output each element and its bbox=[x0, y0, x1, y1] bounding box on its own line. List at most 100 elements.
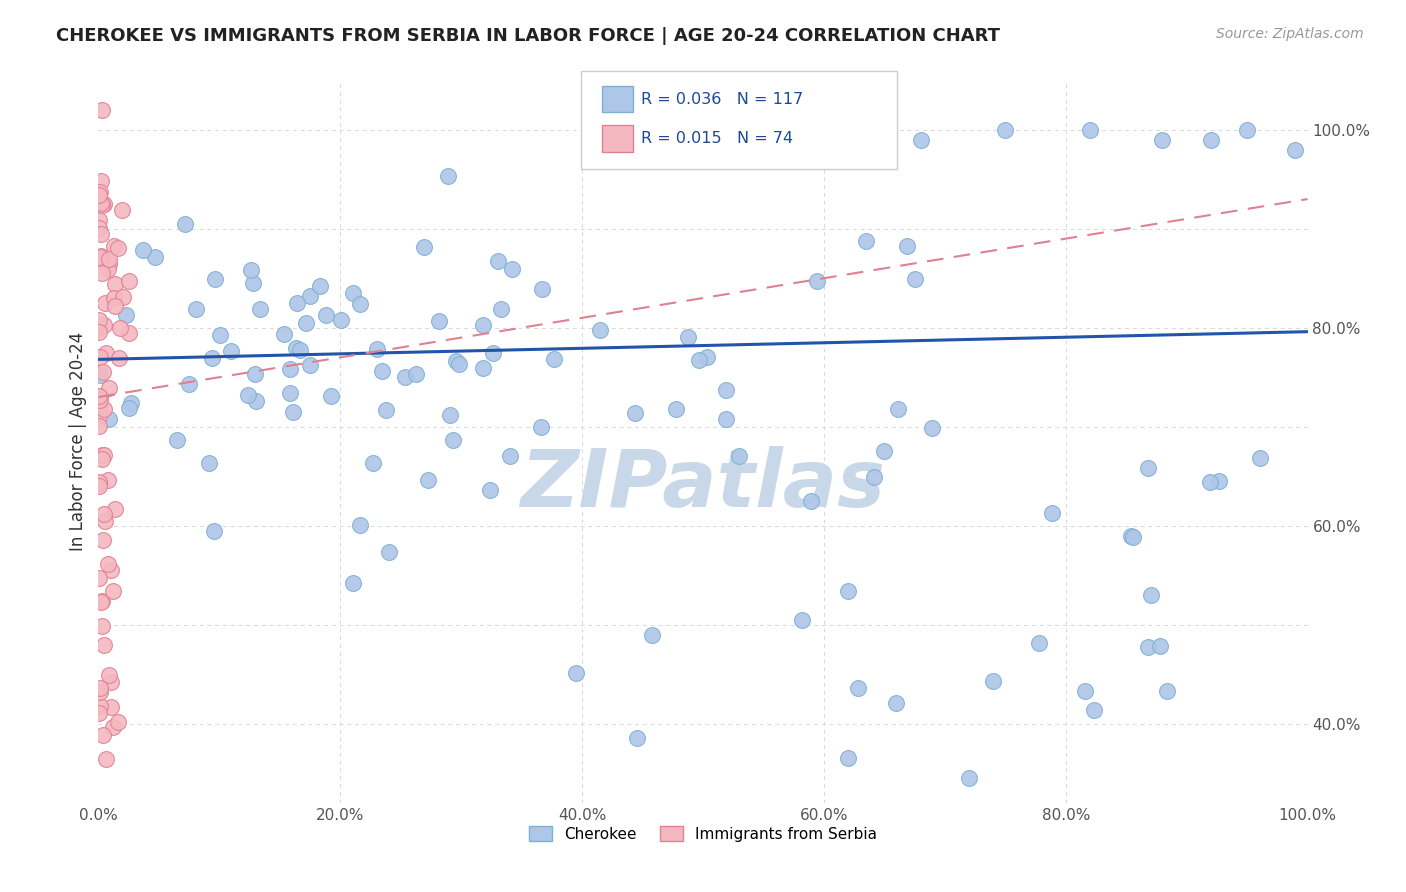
Point bbox=[714, 383, 737, 397]
Point bbox=[884, 696, 907, 710]
Point bbox=[1199, 475, 1222, 489]
Point bbox=[281, 405, 304, 419]
Point bbox=[236, 387, 259, 401]
Text: CHEROKEE VS IMMIGRANTS FROM SERBIA IN LABOR FORCE | AGE 20-24 CORRELATION CHART: CHEROKEE VS IMMIGRANTS FROM SERBIA IN LA… bbox=[56, 27, 1000, 45]
Point bbox=[243, 367, 266, 381]
Point bbox=[249, 301, 271, 316]
Point bbox=[287, 296, 309, 310]
Point bbox=[100, 700, 122, 714]
Point bbox=[89, 186, 111, 200]
Point bbox=[90, 227, 112, 241]
Text: Source: ZipAtlas.com: Source: ZipAtlas.com bbox=[1216, 27, 1364, 41]
Point bbox=[1078, 122, 1101, 136]
Point bbox=[97, 381, 120, 395]
Point bbox=[1074, 684, 1097, 698]
Point bbox=[108, 321, 131, 335]
Point bbox=[202, 524, 225, 538]
Point bbox=[115, 308, 138, 322]
Point bbox=[174, 217, 197, 231]
Point bbox=[479, 483, 502, 497]
Point bbox=[201, 351, 224, 366]
Point bbox=[89, 398, 111, 412]
Point bbox=[846, 681, 869, 695]
Point bbox=[910, 133, 932, 147]
Point bbox=[285, 341, 308, 355]
Point bbox=[498, 449, 520, 463]
Point bbox=[1152, 133, 1174, 147]
Point bbox=[1119, 529, 1142, 543]
Point bbox=[103, 502, 125, 516]
Point bbox=[103, 238, 125, 252]
Legend: Cherokee, Immigrants from Serbia: Cherokee, Immigrants from Serbia bbox=[522, 818, 884, 849]
Point bbox=[624, 406, 647, 420]
Point bbox=[118, 326, 141, 340]
Point bbox=[904, 272, 927, 286]
Point bbox=[98, 668, 121, 682]
Point bbox=[374, 402, 396, 417]
Point bbox=[104, 277, 127, 291]
Point bbox=[366, 343, 388, 357]
Point bbox=[1284, 143, 1306, 157]
Point bbox=[93, 638, 115, 652]
Point bbox=[405, 367, 427, 381]
Point bbox=[837, 751, 859, 765]
Point bbox=[1236, 122, 1258, 136]
Point bbox=[91, 594, 114, 608]
Point bbox=[676, 330, 699, 344]
Point bbox=[204, 271, 226, 285]
Point bbox=[90, 266, 112, 280]
Point bbox=[89, 681, 111, 695]
Point bbox=[278, 362, 301, 376]
Point bbox=[378, 545, 401, 559]
Point bbox=[489, 302, 512, 317]
Point bbox=[626, 731, 648, 745]
Point bbox=[103, 584, 125, 599]
Point bbox=[641, 628, 664, 642]
Point bbox=[89, 685, 111, 699]
Point bbox=[94, 346, 117, 360]
Point bbox=[132, 244, 155, 258]
Point bbox=[89, 479, 111, 493]
Point bbox=[1199, 133, 1222, 147]
Point bbox=[221, 344, 243, 359]
Point bbox=[887, 402, 910, 417]
Point bbox=[91, 533, 114, 547]
Point bbox=[89, 699, 111, 714]
Point bbox=[315, 308, 337, 322]
Point bbox=[101, 720, 124, 734]
Point bbox=[370, 364, 392, 378]
Point bbox=[89, 368, 111, 383]
Point bbox=[1122, 530, 1144, 544]
Point bbox=[696, 350, 718, 364]
Point bbox=[93, 448, 115, 462]
Point bbox=[427, 314, 450, 328]
Point bbox=[166, 433, 188, 447]
Point bbox=[97, 473, 120, 487]
Point bbox=[1139, 588, 1161, 602]
Point bbox=[90, 249, 112, 263]
Point bbox=[295, 317, 318, 331]
Point bbox=[100, 563, 122, 577]
Point bbox=[309, 279, 332, 293]
Point bbox=[111, 202, 134, 217]
Point bbox=[91, 198, 114, 212]
Text: R = 0.015   N = 74: R = 0.015 N = 74 bbox=[641, 131, 793, 145]
Point bbox=[90, 174, 112, 188]
Point bbox=[90, 103, 112, 117]
Point bbox=[921, 421, 943, 435]
Point bbox=[87, 475, 110, 490]
Point bbox=[107, 241, 129, 255]
Point bbox=[97, 262, 120, 277]
Point bbox=[89, 212, 111, 227]
Point bbox=[896, 239, 918, 253]
Point bbox=[1208, 474, 1230, 488]
Point bbox=[89, 405, 111, 419]
Point bbox=[107, 351, 129, 365]
Point bbox=[349, 518, 371, 533]
Point bbox=[439, 408, 461, 422]
Point bbox=[97, 558, 120, 572]
Point bbox=[90, 619, 112, 633]
Point bbox=[87, 419, 110, 434]
Point bbox=[118, 401, 141, 415]
Point bbox=[103, 291, 125, 305]
